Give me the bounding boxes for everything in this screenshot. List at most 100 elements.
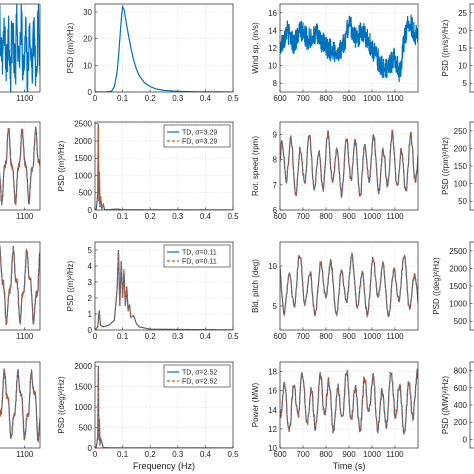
legend-label: TD, σ=0.11 [182, 250, 217, 257]
y-tick-label: 6 [273, 206, 278, 215]
y-axis-label: PSD ((deg)²/Hz) [432, 257, 441, 315]
y-tick-label: 0 [88, 444, 93, 453]
y-tick-label: 1000 [74, 403, 92, 412]
y-tick-label: 0 [88, 206, 93, 215]
x-tick-label: 1100 [16, 450, 34, 459]
axes-frame [279, 361, 419, 449]
x-tick-label: 0 [93, 94, 98, 103]
series-line-td [95, 4, 233, 92]
x-tick-label: 1100 [386, 212, 404, 221]
axes-frame [0, 3, 41, 93]
y-axis-label: PSD ((m)²/Hz) [66, 22, 75, 73]
y-axis-label: PSD ((deg)²/Hz) [57, 376, 66, 434]
x-tick-label: 700 [296, 450, 310, 459]
x-tick-label: 0 [93, 450, 98, 459]
x-tick-label: 0.2 [145, 94, 157, 103]
x-tick-label: 0.3 [172, 450, 184, 459]
x-tick-label: 700 [296, 94, 310, 103]
y-axis-label: PSD ((m/s)²/Hz) [441, 19, 450, 76]
y-tick-label: 12 [268, 44, 277, 53]
x-tick-label: 0.3 [172, 212, 184, 221]
x-tick-label: 800 [319, 212, 333, 221]
x-tick-label: 1000 [363, 212, 381, 221]
y-tick-label: 10 [268, 262, 277, 271]
y-tick-label: 14 [268, 26, 277, 35]
y-tick-label: 100 [454, 180, 468, 189]
y-tick-label: 15 [458, 44, 467, 53]
y-tick-label: 1500 [449, 282, 467, 291]
series-line-fd [95, 125, 233, 210]
y-tick-label: 30 [83, 8, 92, 17]
y-tick-label: 10 [83, 61, 92, 70]
x-tick-label: 1100 [16, 212, 34, 221]
y-tick-label: 5 [88, 246, 93, 255]
x-tick-label: 900 [342, 450, 356, 459]
y-tick-label: 10 [268, 62, 277, 71]
y-tick-label: 400 [454, 401, 468, 410]
y-tick-label: 20 [458, 26, 467, 35]
x-tick-label: 900 [342, 332, 356, 341]
series-line-fd [280, 368, 418, 435]
y-axis-label: PSD ((m)²/Hz) [66, 260, 75, 311]
y-tick-label: 800 [454, 367, 468, 376]
x-tick-label: 600 [273, 332, 287, 341]
y-tick-label: 1500 [74, 154, 92, 163]
y-axis-label: Rot. speed (rpm) [251, 136, 260, 196]
x-tick-label: 1100 [16, 332, 34, 341]
legend-label: FD, σ=2.52 [182, 379, 217, 386]
x-tick-label: 0.5 [227, 94, 239, 103]
panel-ts-row4-partial: 1100 [0, 361, 41, 459]
x-tick-label: 0.2 [145, 212, 157, 221]
x-tick-label: 900 [342, 212, 356, 221]
y-tick-label: 1500 [74, 383, 92, 392]
panel-ts-wave-elevation-partial: 1100 [0, 3, 41, 103]
y-tick-label: 5 [273, 302, 278, 311]
y-tick-label: 1000 [74, 171, 92, 180]
y-tick-label: 16 [268, 387, 277, 396]
x-tick-label: 0.5 [227, 450, 239, 459]
axes-frame [0, 361, 41, 449]
y-tick-label: 500 [454, 317, 468, 326]
x-tick-label: 0.3 [172, 332, 184, 341]
x-tick-label: 0.2 [145, 332, 157, 341]
y-tick-label: 12 [268, 425, 277, 434]
y-tick-label: 25 [458, 9, 467, 18]
y-axis-label: Bld. pitch (deg) [251, 259, 260, 313]
x-tick-label: 800 [319, 94, 333, 103]
axes-frame [94, 361, 234, 449]
series-line-fd [0, 368, 40, 443]
y-tick-label: 4 [88, 262, 93, 271]
y-tick-label: 2000 [74, 137, 92, 146]
legend-label: FD, σ=0.11 [182, 259, 217, 266]
y-tick-label: 200 [454, 144, 468, 153]
legend-label: FD, σ=3.29 [182, 139, 217, 146]
x-tick-label: 1100 [386, 332, 404, 341]
axes-frame [469, 361, 474, 449]
x-tick-label: 1000 [363, 450, 381, 459]
x-tick-label: 0.3 [172, 94, 184, 103]
y-tick-label: 2000 [449, 264, 467, 273]
y-tick-label: 0 [463, 435, 468, 444]
legend-box [163, 244, 231, 268]
x-tick-label: 0.2 [145, 450, 157, 459]
series-line-fd [0, 245, 40, 326]
y-tick-label: 9 [273, 131, 278, 140]
y-tick-label: 50 [458, 197, 467, 206]
y-tick-label: 14 [268, 406, 277, 415]
panel-psd-wave-spectrum: 0 0.1 0.2 0.3 0.4 0.5 0 10 20 30 PSD ((m)²/Hz) [66, 3, 239, 103]
y-tick-label: 18 [268, 368, 277, 377]
x-tick-label: 600 [273, 94, 287, 103]
panel-psd-blade-pitch: 500 1000 1500 2000 2500 PSD ((deg)²/Hz) [432, 241, 474, 331]
x-tick-label: 0.1 [117, 450, 129, 459]
y-tick-label: 7 [273, 181, 278, 190]
legend: TD, σ=0.11 FD, σ=0.11 [163, 244, 231, 268]
y-tick-label: 3 [88, 278, 93, 287]
axes-frame [279, 3, 419, 93]
panel-psd-row4: 0 0.1 0.2 0.3 0.4 0.5 0 500 1000 1500 2000 PSD ((de… [57, 361, 239, 471]
x-tick-label: 0.1 [117, 332, 129, 341]
axes-frame [469, 241, 474, 331]
y-axis-label: Power (MW) [251, 382, 260, 427]
legend-label: TD, σ=3.29 [182, 130, 217, 137]
x-tick-label: 0.5 [227, 332, 239, 341]
